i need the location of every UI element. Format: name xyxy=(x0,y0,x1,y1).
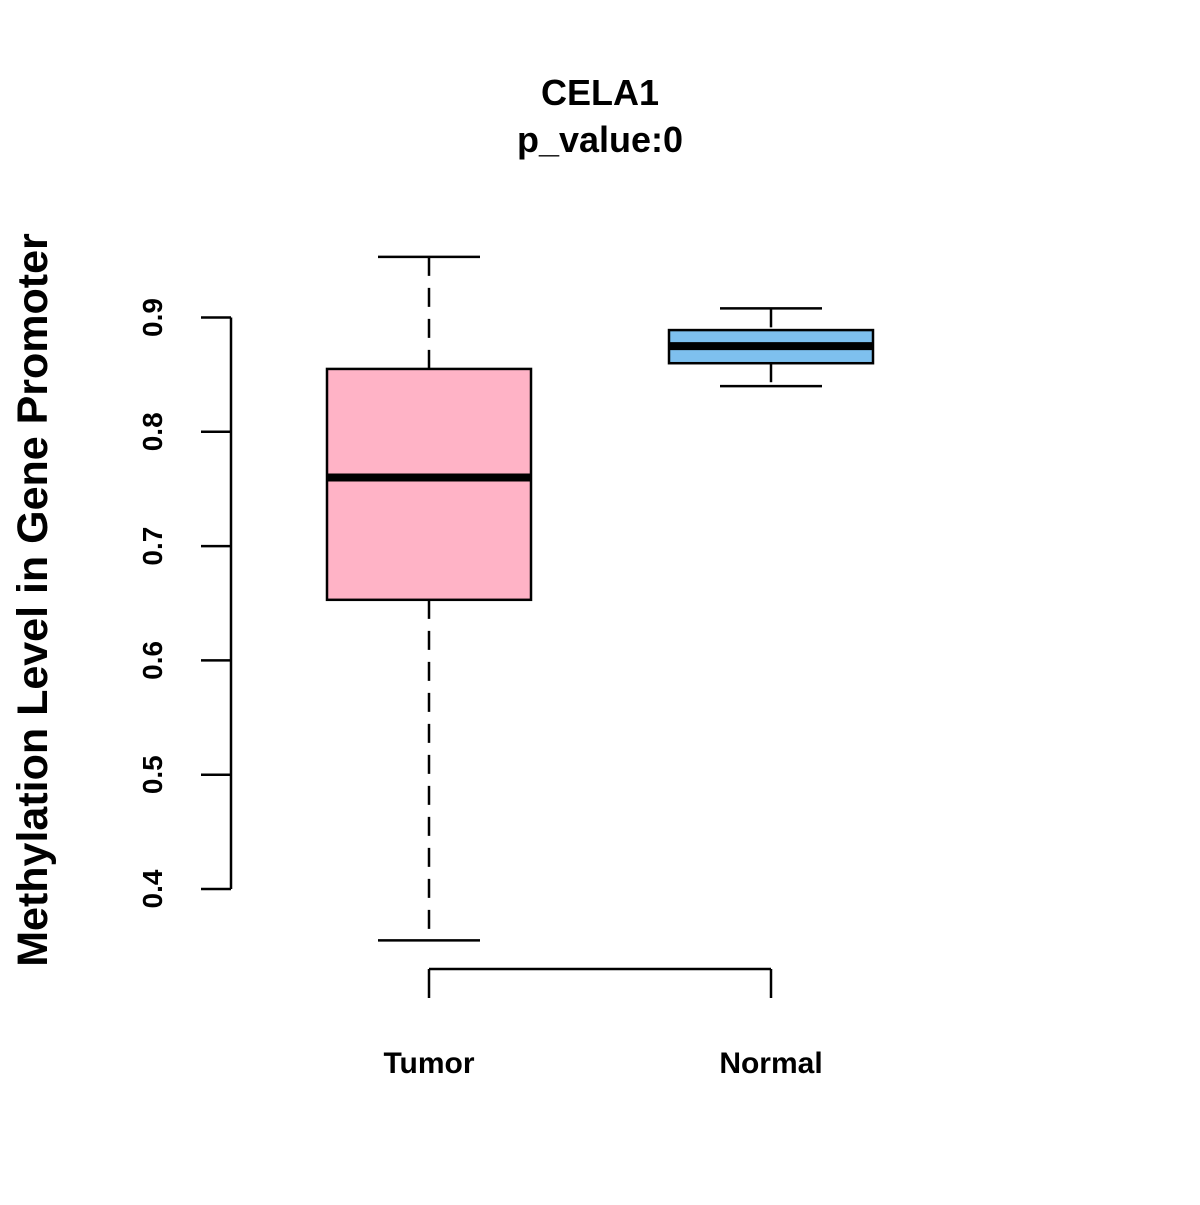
y-tick-label: 0.6 xyxy=(137,641,168,680)
box-tumor xyxy=(325,367,533,602)
y-tick-label: 0.5 xyxy=(137,755,168,794)
y-tick-label: 0.9 xyxy=(137,298,168,337)
y-tick-label: 0.8 xyxy=(137,412,168,451)
y-axis-label: Methylation Level in Gene Promoter xyxy=(9,233,57,967)
chart-marks: 0.4 0.5 0.6 0.7 0.8 0.9 Tumor Normal xyxy=(137,255,875,1080)
chart-title: CELA1 xyxy=(541,72,659,113)
y-tick-label: 0.4 xyxy=(137,869,168,908)
y-tick-label: 0.7 xyxy=(137,527,168,566)
x-tick-label: Normal xyxy=(719,1047,822,1080)
chart-subtitle: p_value:0 xyxy=(517,119,683,160)
x-tick-label: Tumor xyxy=(383,1047,474,1080)
